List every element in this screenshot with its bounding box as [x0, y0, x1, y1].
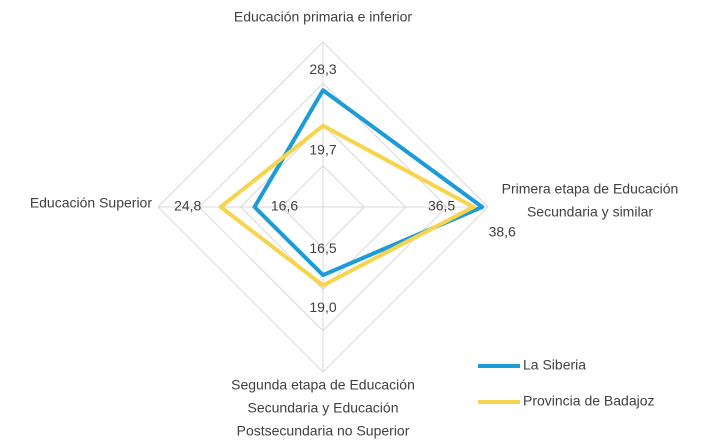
data-label: 19,7: [309, 141, 336, 157]
series-line: [252, 88, 485, 278]
series-line: [218, 123, 476, 288]
data-label: 19,0: [309, 299, 336, 315]
axis-label: Educación Superior: [30, 195, 153, 211]
data-label: 16,5: [309, 240, 336, 256]
axis-label: Postsecundaria no Superior: [237, 423, 410, 439]
data-label: 16,6: [271, 198, 298, 214]
data-label: 36,5: [428, 198, 455, 214]
data-label: 28,3: [309, 61, 336, 77]
axis-label: Segunda etapa de Educación: [231, 377, 415, 393]
legend-label: La Siberia: [523, 357, 586, 373]
data-label: 38,6: [489, 224, 516, 240]
axis-label: Secundaria y Educación: [248, 400, 399, 416]
axis-label: Primera etapa de Educación: [502, 181, 679, 197]
axis-label: Educación primaria e inferior: [234, 9, 413, 25]
data-label: 24,8: [174, 198, 201, 214]
legend-label: Provincia de Badajoz: [523, 393, 655, 409]
axis-label: Secundaria y similar: [527, 204, 653, 220]
